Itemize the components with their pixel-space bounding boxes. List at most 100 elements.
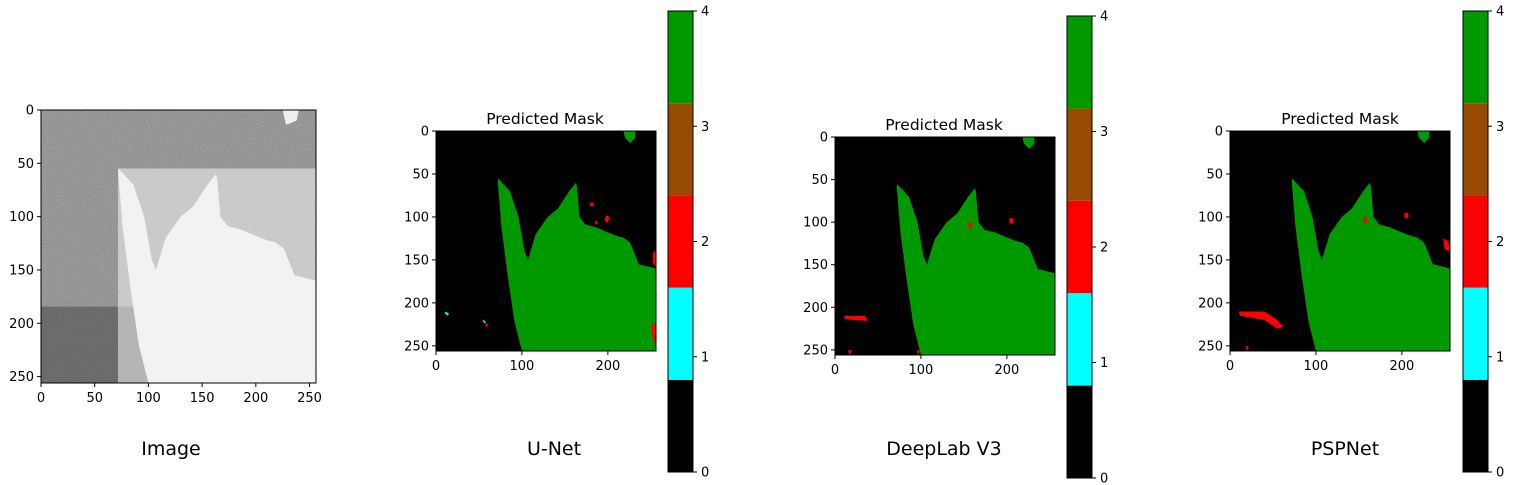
mask-region-class-2 <box>916 349 921 355</box>
colorbar-segment-1 <box>1067 293 1092 386</box>
mask-region-class-2 <box>604 215 610 223</box>
x-tick-label: 0 <box>1226 359 1234 374</box>
axes-frame <box>1229 130 1451 352</box>
colorbar-tick-label: 1 <box>1100 356 1108 371</box>
colorbar-segment-2 <box>1067 200 1092 294</box>
y-tick-label: 50 <box>1206 167 1223 182</box>
y-tick-label: 250 <box>803 343 828 358</box>
colorbar-segment-1 <box>1463 287 1488 380</box>
mask-region-class-4 <box>497 178 656 351</box>
y-tick-label: 0 <box>820 131 828 146</box>
y-tick-label: 100 <box>1198 210 1223 225</box>
colorbar-segment-2 <box>1463 195 1488 288</box>
y-tick-label: 150 <box>1198 253 1223 268</box>
panel-3: 0 100 200 0 50 100 150 200 250 Predicted Mask Deep… <box>803 10 1108 485</box>
mask-region-class-2 <box>1009 217 1014 224</box>
panel-title: Predicted Mask <box>486 110 604 128</box>
mask-region-class-2 <box>484 321 489 327</box>
colorbar-tick-label: 3 <box>1496 120 1504 135</box>
image-ice-texture <box>118 168 316 383</box>
y-tick-label: 50 <box>412 167 429 182</box>
y-tick-label: 150 <box>9 263 34 278</box>
panel-4: 0 100 200 0 50 100 150 200 250 Predicted Mask PSPN… <box>1198 5 1504 481</box>
colorbar: 0 1 2 3 4 <box>667 5 709 481</box>
colorbar-segment-2 <box>668 195 693 288</box>
x-tick-label: 0 <box>37 391 45 406</box>
y-tick-label: 50 <box>811 173 828 188</box>
colorbar-tick-label: 4 <box>1100 10 1108 25</box>
colorbar-tick-label: 2 <box>701 235 709 250</box>
colorbar-tick-label: 1 <box>1496 350 1504 365</box>
colorbar-tick-label: 2 <box>1496 235 1504 250</box>
mask-region-class-2 <box>847 349 853 355</box>
colorbar-tick-label: 3 <box>701 120 709 135</box>
mask-region-class-2 <box>1245 345 1249 351</box>
colorbar-segment-0 <box>1463 379 1488 472</box>
y-tick-label: 100 <box>803 216 828 231</box>
mask-region-class-2 <box>650 324 656 346</box>
colorbar-segment-3 <box>1067 108 1092 201</box>
y-tick-label: 0 <box>1215 125 1223 140</box>
colorbar-segment-0 <box>1067 385 1092 478</box>
panel-caption: Image <box>141 438 201 460</box>
colorbar-tick-label: 0 <box>1100 472 1108 485</box>
mask-region-class-4 <box>1291 178 1450 351</box>
colorbar-segment-3 <box>668 103 693 196</box>
y-tick-label: 150 <box>803 258 828 273</box>
y-tick-label: 250 <box>404 339 429 354</box>
colorbar-tick-label: 0 <box>701 466 709 481</box>
mask-region-class-4 <box>623 131 636 144</box>
x-tick-label: 200 <box>243 391 268 406</box>
x-tick-label: 100 <box>136 391 161 406</box>
mask-region-class-2 <box>589 202 595 207</box>
colorbar-segment-4 <box>668 11 693 104</box>
y-tick-label: 100 <box>9 210 34 225</box>
y-tick-label: 50 <box>17 157 34 172</box>
x-tick-label: 200 <box>1389 359 1414 374</box>
panel-caption: DeepLab V3 <box>886 438 1001 460</box>
colorbar-segment-1 <box>668 287 693 380</box>
y-tick-label: 0 <box>421 125 429 140</box>
mask-region-class-2 <box>594 220 599 226</box>
colorbar-segment-4 <box>1067 16 1092 109</box>
panel-title: Predicted Mask <box>885 116 1003 134</box>
x-tick-label: 150 <box>190 391 215 406</box>
panel-caption: U-Net <box>527 438 581 460</box>
mask-region-class-2 <box>652 251 656 269</box>
mask-region-class-1 <box>482 319 486 324</box>
mask-region-class-2 <box>1404 212 1409 219</box>
x-tick-label: 100 <box>1304 359 1329 374</box>
mask-region-class-2 <box>1443 238 1450 252</box>
mask-region-class-4 <box>1417 131 1430 144</box>
y-tick-label: 250 <box>1198 339 1223 354</box>
y-tick-label: 150 <box>404 253 429 268</box>
colorbar: 0 1 2 3 4 <box>1462 5 1504 481</box>
colorbar-tick-label: 1 <box>701 350 709 365</box>
panel-2: 0 100 200 0 50 100 150 200 250 Predicted Mask U-Ne… <box>404 5 709 481</box>
y-tick-label: 250 <box>9 370 34 385</box>
axes-frame <box>435 130 657 352</box>
x-tick-label: 0 <box>432 359 440 374</box>
panel-caption: PSPNet <box>1311 438 1379 460</box>
colorbar-segment-0 <box>668 379 693 472</box>
mask-region-class-2 <box>1238 311 1284 329</box>
colorbar-tick-label: 3 <box>1100 125 1108 140</box>
x-tick-label: 200 <box>994 363 1019 378</box>
x-tick-label: 100 <box>510 359 535 374</box>
y-tick-label: 100 <box>404 210 429 225</box>
x-tick-label: 250 <box>297 391 322 406</box>
colorbar-tick-label: 0 <box>1496 466 1504 481</box>
image-ice-fragment <box>282 110 299 125</box>
mask-region-class-4 <box>1022 137 1035 149</box>
x-tick-label: 0 <box>831 363 839 378</box>
colorbar-tick-label: 4 <box>1496 5 1504 20</box>
y-tick-label: 200 <box>1198 296 1223 311</box>
mask-region-class-2 <box>968 222 973 229</box>
mask-region-class-4 <box>896 183 1055 355</box>
colorbar-tick-label: 4 <box>701 5 709 20</box>
colorbar-tick-label: 2 <box>1100 241 1108 256</box>
x-tick-label: 200 <box>595 359 620 374</box>
